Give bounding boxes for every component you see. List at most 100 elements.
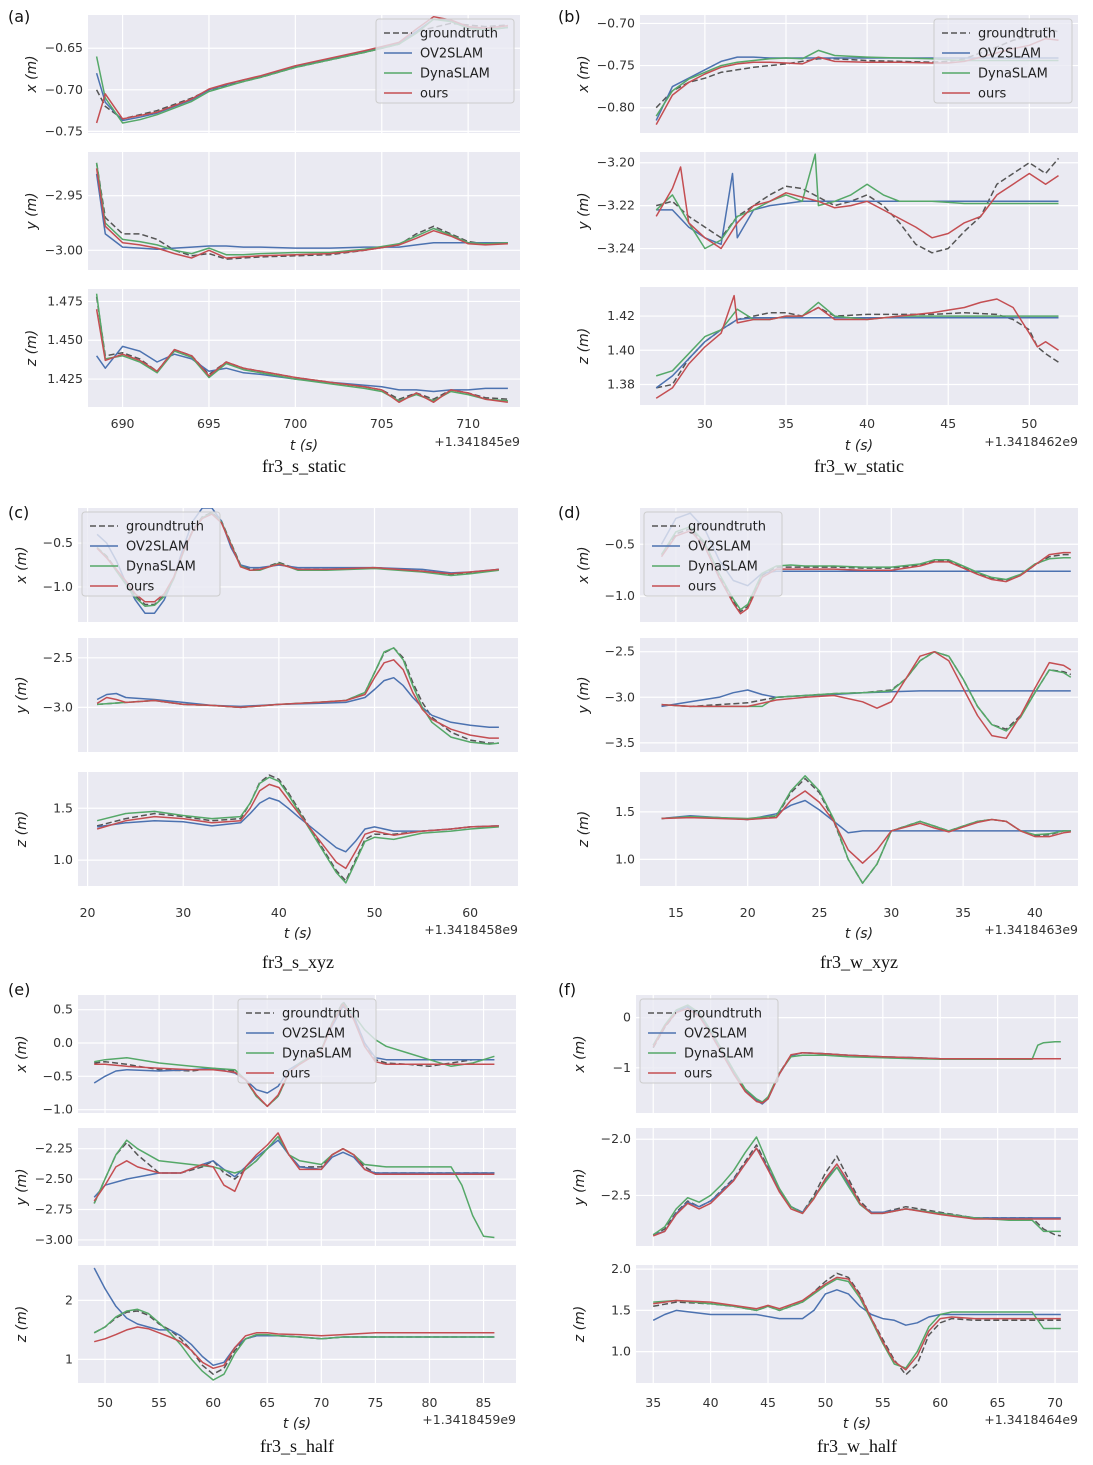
- series-line-dynaslam: [96, 776, 499, 884]
- y-tick-label: −2.5: [605, 644, 635, 659]
- series-line-ours: [652, 1147, 1061, 1237]
- x-axis-label: t (s): [845, 926, 873, 942]
- panel-b-caption: fr3_w_static: [814, 456, 904, 476]
- panel-f: (f) −1 0 x (m) groundtruth OV2SLAM DynaSLAM our…: [558, 980, 1078, 1456]
- y-axis-label: z (m): [24, 330, 40, 367]
- panel-c-subplot-z-m: 1.0 1.5 z (m): [14, 772, 518, 886]
- y-axis-label: x (m): [576, 546, 592, 584]
- series-line-dynaslam: [655, 153, 1059, 250]
- y-axis-label: y (m): [14, 676, 30, 714]
- legend-box: [375, 18, 515, 104]
- series-line-ours: [96, 783, 499, 870]
- panel-b-subplot-z-m: 1.38 1.40 1.42 z (m): [576, 287, 1078, 405]
- x-offset-label: +1.3418458e9: [424, 922, 518, 937]
- panel-c: (c) −1.0 −0.5 x (m) groundtruth OV2SLAM DynaSL…: [8, 503, 518, 972]
- legend-label-ov2slam: OV2SLAM: [978, 47, 1041, 62]
- series-lines: [652, 1136, 1061, 1237]
- x-tick-label: 50: [1021, 416, 1037, 431]
- y-tick-label: −3.5: [605, 735, 635, 750]
- panel-e-subplot-x-m: −1.0 −0.5 0.0 0.5 x (m) groundtruth OV2SLAM Dyn…: [14, 995, 516, 1117]
- panel-d: (d) −1.0 −0.5 x (m) groundtruth OV2SLAM DynaSL…: [558, 503, 1078, 972]
- series-line-ours: [661, 790, 1071, 864]
- legend-box: [237, 998, 377, 1084]
- series-line-ours: [655, 166, 1059, 250]
- x-axis-label: t (s): [290, 438, 318, 454]
- series-line-ours: [655, 294, 1059, 399]
- legend-label-groundtruth: groundtruth: [688, 520, 766, 535]
- y-tick-label: 1.475: [47, 293, 83, 308]
- series-line-dynaslam: [93, 1308, 495, 1381]
- y-tick-label: −3.00: [35, 1232, 73, 1247]
- panel-b: (b) −0.80 −0.75 −0.70 x (m) groundtruth OV2SLA…: [558, 7, 1078, 476]
- x-axis-label: t (s): [284, 926, 312, 942]
- series-line-dynaslam: [653, 1278, 1061, 1369]
- legend-label-ours: ours: [126, 580, 155, 595]
- y-axis-label: y (m): [14, 1168, 30, 1206]
- y-tick-label: −3.24: [597, 241, 635, 256]
- x-tick-label: 85: [476, 1395, 492, 1410]
- y-tick-label: −2.25: [35, 1141, 73, 1156]
- y-tick-label: 1.5: [611, 1302, 631, 1317]
- y-tick-label: −3.00: [45, 242, 83, 257]
- panel-b-subplot-y-m: −3.24 −3.22 −3.20 y (m): [576, 152, 1078, 270]
- legend-label-ov2slam: OV2SLAM: [126, 540, 189, 555]
- panel-b-letter: (b): [558, 7, 581, 26]
- y-tick-label: −0.5: [605, 536, 635, 551]
- y-axis-label: z (m): [572, 1306, 588, 1343]
- x-tick-label: 30: [697, 416, 713, 431]
- series-line-ours: [94, 1326, 495, 1370]
- panel-f-subplot-y-m: −2.5 −2.0 y (m): [572, 1128, 1078, 1246]
- x-tick-label: 20: [80, 905, 96, 920]
- y-axis-label: z (m): [14, 811, 30, 848]
- panel-a-subplot-z-m: 1.425 1.450 1.475 z (m): [24, 289, 520, 407]
- panel-c-letter: (c): [8, 503, 29, 522]
- legend-label-ours: ours: [978, 87, 1007, 102]
- y-tick-label: 1.450: [47, 332, 83, 347]
- x-tick-label: 60: [932, 1395, 948, 1410]
- series-line-ours: [653, 1276, 1061, 1371]
- y-tick-label: −3.22: [597, 198, 635, 213]
- y-tick-label: −2.5: [43, 650, 73, 665]
- series-line-ov2slam: [96, 676, 499, 728]
- y-axis-label: y (m): [24, 192, 40, 230]
- x-tick-label: 710: [456, 416, 480, 431]
- y-axis-label: x (m): [24, 55, 40, 93]
- y-tick-label: 2.0: [611, 1261, 631, 1276]
- legend-box: [933, 18, 1073, 104]
- series-lines: [96, 647, 499, 745]
- series-lines: [95, 293, 509, 404]
- x-tick-label: 30: [175, 905, 191, 920]
- x-tick-label: 15: [668, 905, 684, 920]
- plot-background: [88, 289, 520, 407]
- x-tick-label: 35: [645, 1395, 661, 1410]
- legend: groundtruth OV2SLAM DynaSLAM ours: [643, 511, 783, 597]
- series-line-dynaslam: [95, 162, 508, 256]
- panel-e-caption: fr3_s_half: [260, 1436, 334, 1456]
- series-lines: [93, 1267, 495, 1381]
- legend-label-ours: ours: [688, 580, 717, 595]
- series-lines: [661, 775, 1071, 884]
- legend: groundtruth OV2SLAM DynaSLAM ours: [933, 18, 1073, 104]
- series-line-dynaslam: [661, 650, 1072, 732]
- panel-c-caption: fr3_s_xyz: [262, 952, 334, 972]
- panel-f-subplot-x-m: −1 0 x (m) groundtruth OV2SLAM DynaSLAM ours: [572, 995, 1078, 1113]
- y-tick-label: −0.80: [597, 100, 635, 115]
- series-line-ours: [93, 1132, 495, 1202]
- y-tick-label: −1.0: [605, 588, 635, 603]
- y-axis-label: y (m): [576, 192, 592, 230]
- x-tick-label: 700: [283, 416, 307, 431]
- series-line-groundtruth: [656, 306, 1059, 389]
- legend-label-ours: ours: [684, 1067, 713, 1082]
- legend-label-dynaslam: DynaSLAM: [126, 560, 196, 575]
- x-tick-label: 55: [151, 1395, 167, 1410]
- y-tick-label: 0.5: [53, 1002, 73, 1017]
- legend: groundtruth OV2SLAM DynaSLAM ours: [375, 18, 515, 104]
- y-tick-label: 1.0: [53, 852, 73, 867]
- panel-d-subplot-x-m: −1.0 −0.5 x (m) groundtruth OV2SLAM DynaSLAM o…: [576, 508, 1078, 622]
- panel-f-letter: (f): [558, 980, 576, 999]
- legend-label-ov2slam: OV2SLAM: [282, 1027, 345, 1042]
- x-tick-label: 50: [97, 1395, 113, 1410]
- legend-label-ov2slam: OV2SLAM: [688, 540, 751, 555]
- plot-background: [78, 1128, 516, 1246]
- x-offset-label: +1.341845e9: [434, 434, 520, 449]
